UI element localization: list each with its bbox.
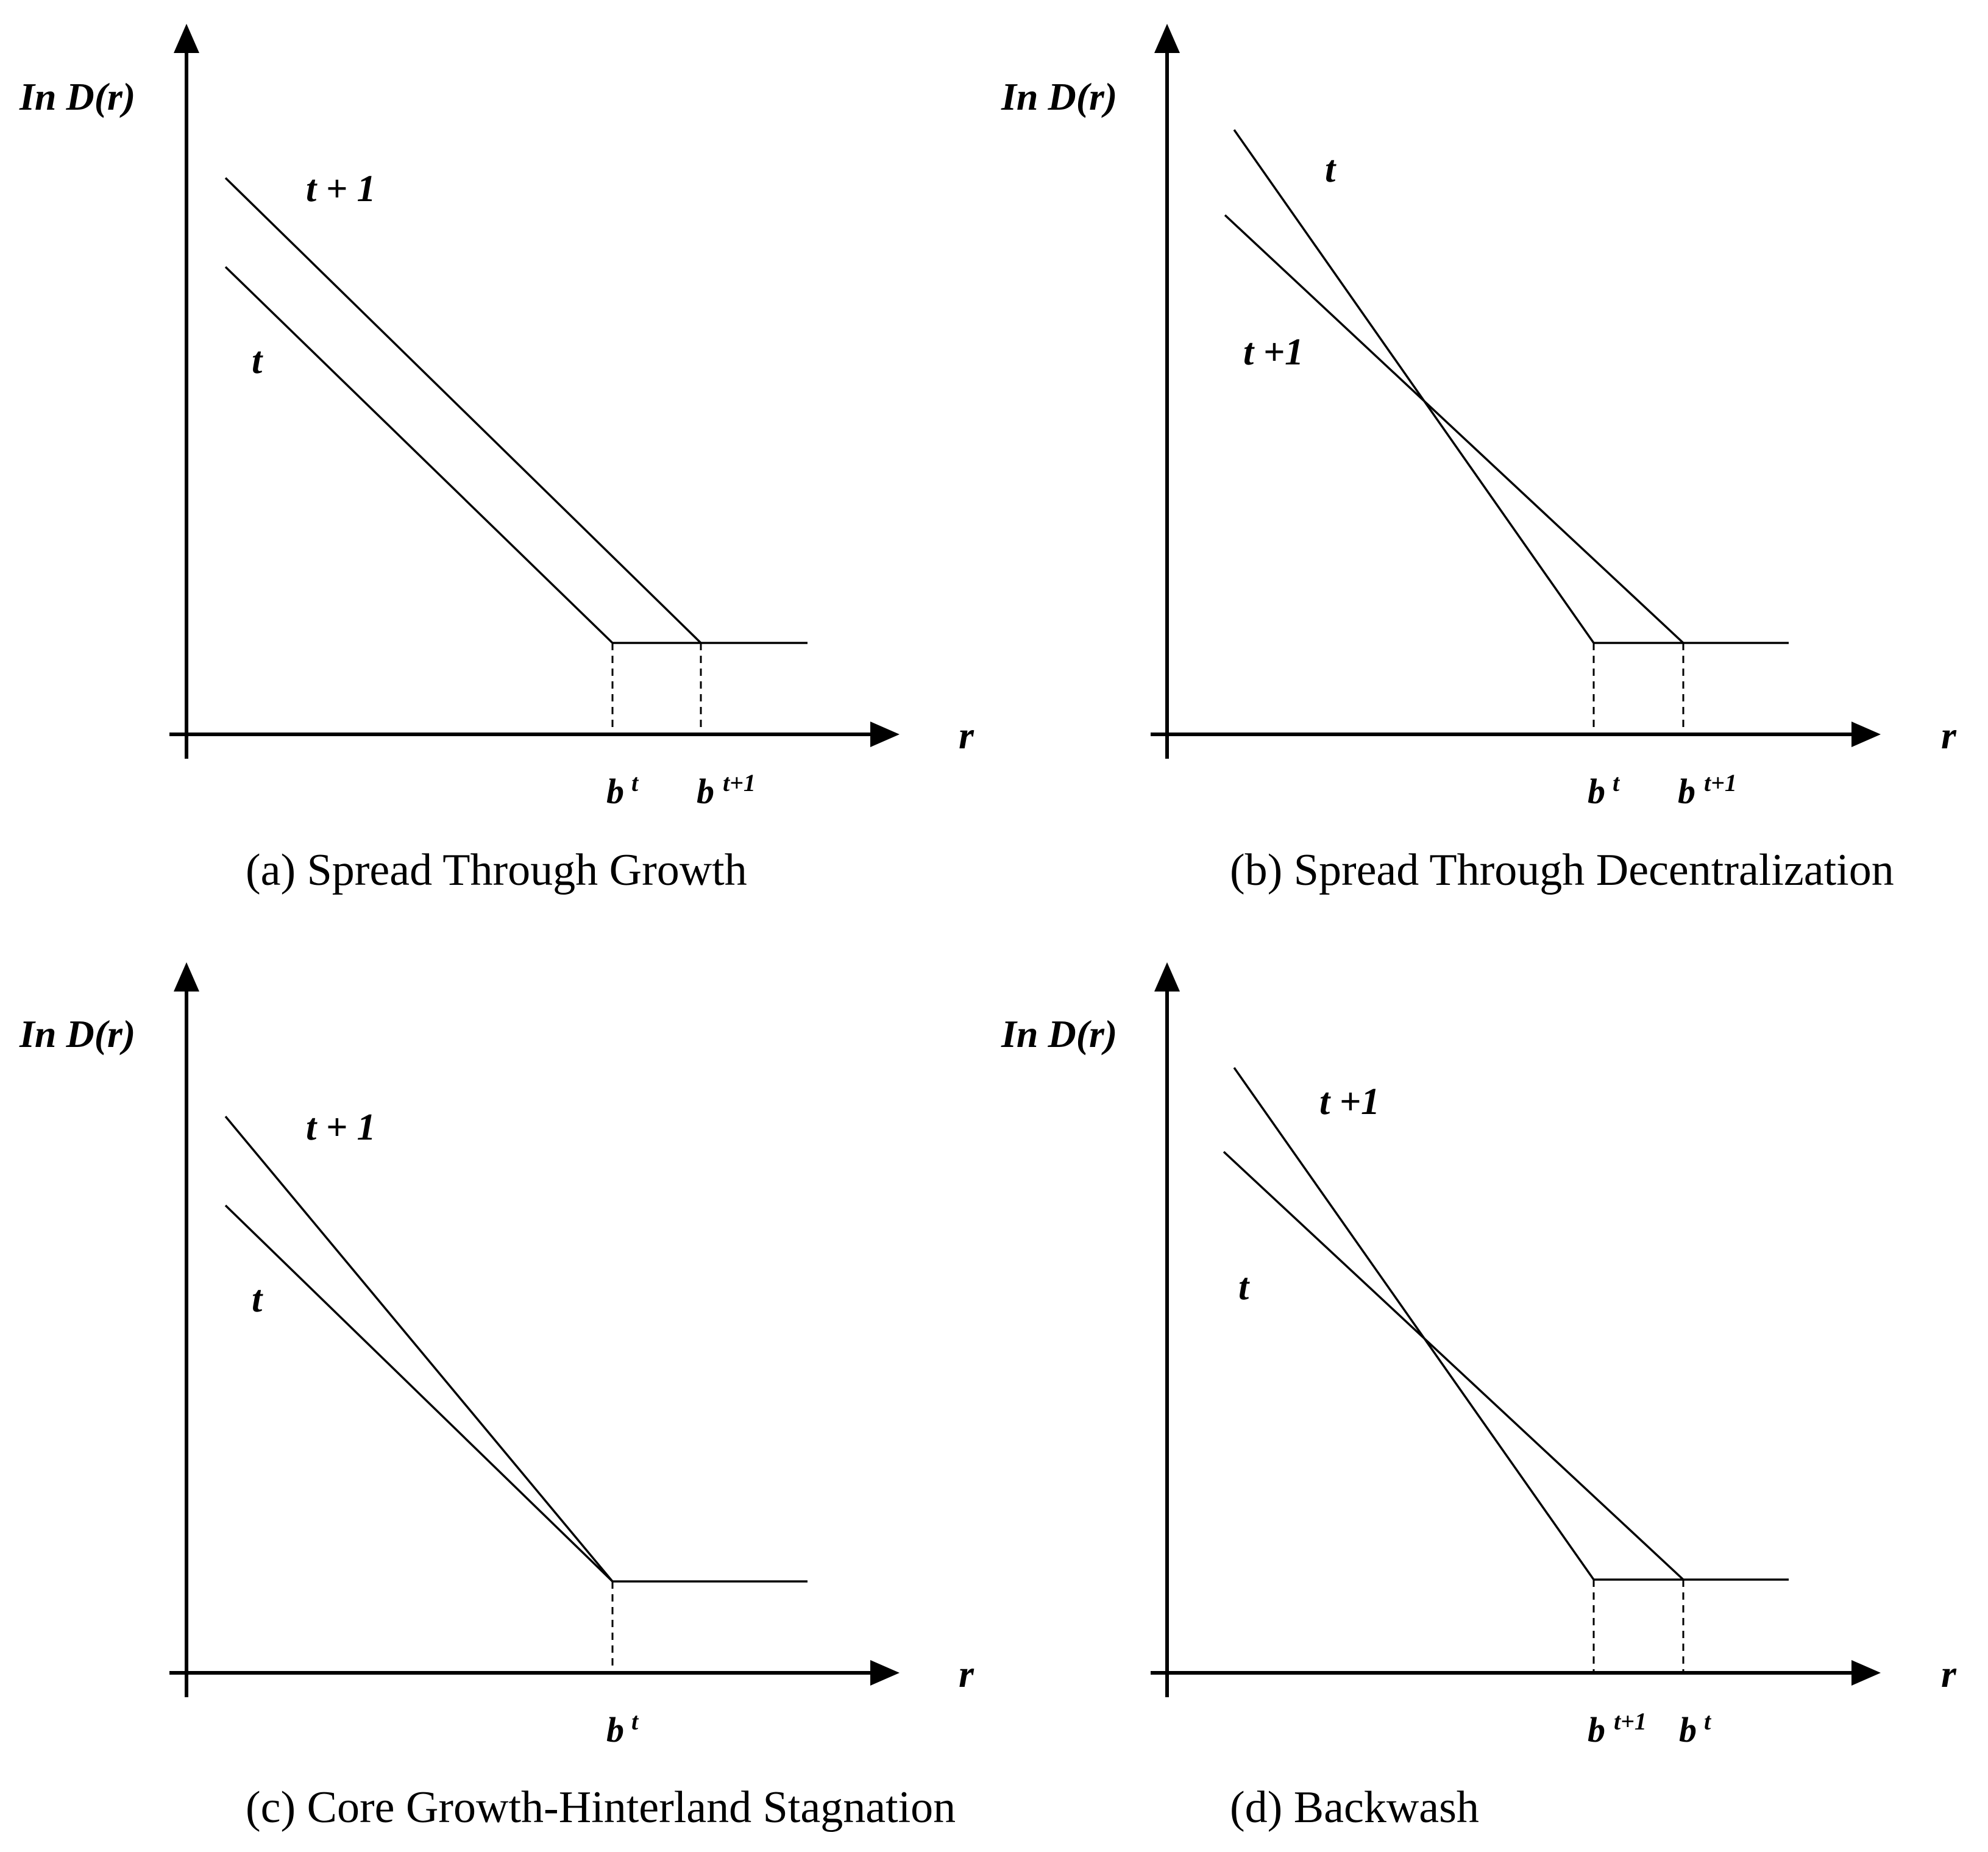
curve-t-plus-1 [224,1115,808,1583]
curve-label-t: t [252,340,263,381]
caption-a: (a) Spread Through Growth [246,845,747,895]
caption-d: (d) Backwash [1230,1783,1479,1832]
x-axis-label: r [959,714,974,757]
curve-t [224,266,701,644]
curve-t [1233,129,1683,644]
y-axis-label: In D(r) [1001,1012,1117,1055]
curve-label-t-plus-1: t + 1 [306,1107,376,1148]
curve-label-t: t [252,1279,263,1320]
curve-t-plus-1 [1224,214,1789,644]
curve-t [224,1204,614,1583]
curve-label-t: t [1325,149,1337,190]
y-axis-label: In D(r) [19,1012,135,1055]
x-axis-label: r [1941,714,1957,757]
curve-t-plus-1 [224,177,808,644]
y-axis-label: In D(r) [19,75,135,118]
curve-label-t-plus-1: t + 1 [306,168,376,210]
tick-label-b-t-plus-1: b t+1 [1678,769,1737,811]
curve-label-t-plus-1: t +1 [1319,1081,1380,1123]
curve-t [1223,1151,1789,1581]
x-axis-label: r [959,1652,974,1695]
tick-label-b-t-plus-1: b t+1 [697,769,756,811]
caption-b: (b) Spread Through Decentralization [1230,845,1894,895]
caption-c: (c) Core Growth-Hinterland Stagnation [246,1783,956,1832]
curve-label-t: t [1238,1266,1250,1308]
x-axis-label: r [1941,1652,1957,1695]
y-axis-label: In D(r) [1001,75,1117,118]
tick-label-b-t-plus-1: b t+1 [1588,1708,1647,1750]
curve-t-plus-1 [1233,1066,1683,1581]
curve-label-t-plus-1: t +1 [1243,332,1304,373]
